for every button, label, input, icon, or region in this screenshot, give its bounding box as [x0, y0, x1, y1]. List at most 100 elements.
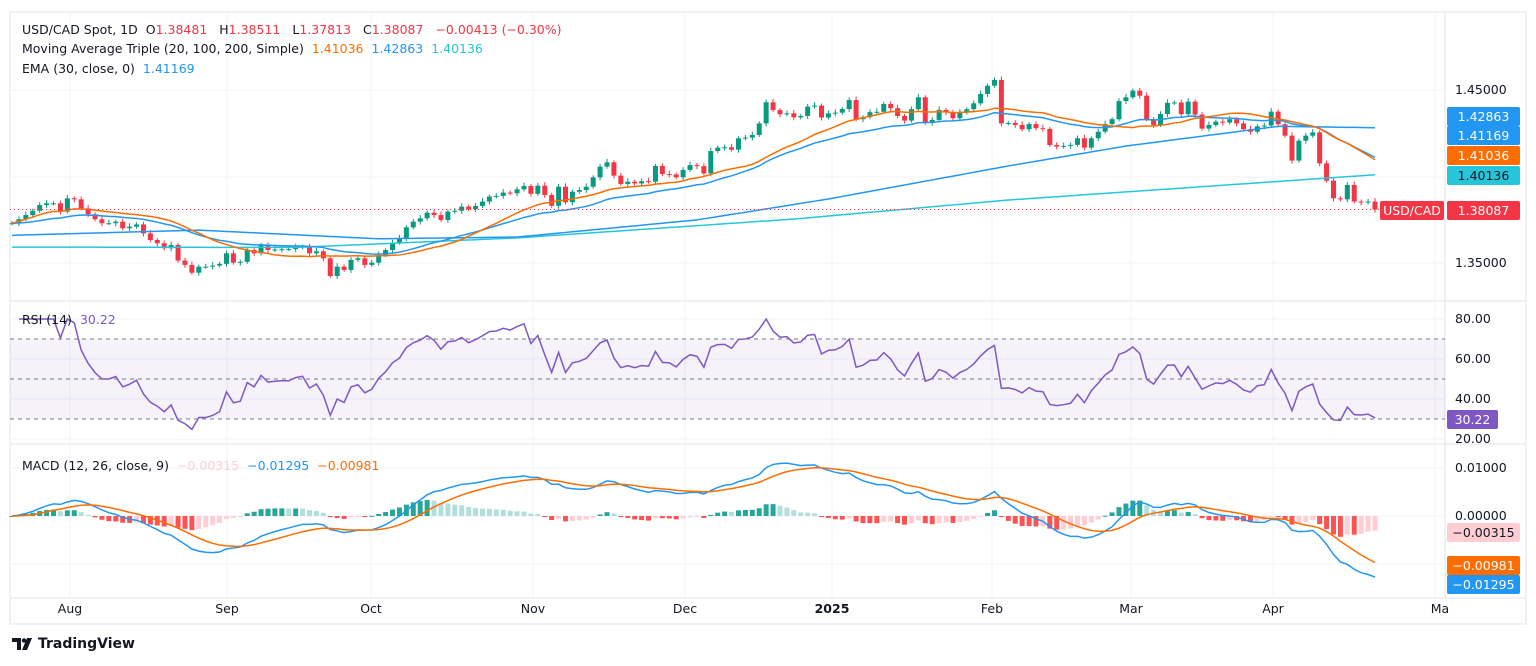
- macd-histogram-bar: [639, 516, 645, 521]
- candle-up: [9, 223, 15, 225]
- candle-down: [611, 162, 617, 176]
- macd-histogram-bar: [1192, 514, 1198, 516]
- macd-histogram-bar: [791, 510, 797, 516]
- candle-down: [1337, 198, 1343, 200]
- macd-histogram-bar: [1130, 500, 1136, 516]
- candle-down: [154, 239, 160, 244]
- candle-down: [320, 251, 326, 259]
- candle-down: [853, 100, 859, 120]
- candle-down: [78, 199, 84, 209]
- macd-histogram-bar: [985, 512, 991, 516]
- macd-histogram-bar: [1171, 510, 1177, 516]
- macd-histogram-bar: [1102, 515, 1108, 517]
- macd-histogram-bar: [327, 516, 333, 518]
- candle-up: [424, 212, 430, 219]
- macd-histogram-bar: [611, 513, 617, 516]
- candle-up: [355, 258, 361, 260]
- candle-up: [30, 210, 36, 216]
- candle-up: [964, 109, 970, 113]
- macd-histogram-bar: [542, 516, 548, 517]
- macd-histogram-bar: [71, 510, 77, 516]
- macd-histogram-bar: [998, 516, 1004, 517]
- candle-down: [1019, 124, 1025, 130]
- macd-histogram-bar: [92, 516, 98, 518]
- macd-histogram-bar: [535, 514, 541, 516]
- macd-histogram-bar: [1074, 516, 1080, 526]
- candle-up: [210, 265, 216, 267]
- candle-up: [134, 224, 140, 227]
- rsi-legend[interactable]: RSI (14) 30.22: [22, 311, 120, 329]
- macd-histogram-bar: [168, 516, 174, 526]
- candle-down: [729, 147, 735, 150]
- tradingview-logo[interactable]: TradingView: [12, 636, 135, 652]
- candle-up: [978, 93, 984, 104]
- macd-legend[interactable]: MACD (12, 26, close, 9) −0.00315 −0.0129…: [22, 457, 383, 475]
- candle-up: [798, 115, 804, 118]
- candle-down: [694, 165, 700, 167]
- time-label: Apr: [1262, 601, 1284, 616]
- price-tick: 1.35000: [1455, 255, 1507, 270]
- macd-histogram-bar: [431, 500, 437, 516]
- macd-histogram-bar: [1213, 516, 1219, 521]
- macd-tick: 0.01000: [1455, 460, 1507, 475]
- macd-histogram-bar: [147, 516, 153, 525]
- candle-up: [383, 250, 389, 256]
- macd-histogram-bar: [182, 516, 188, 529]
- macd-histogram-bar: [1116, 507, 1122, 516]
- macd-histogram-bar: [479, 508, 485, 516]
- macd-histogram-bar: [583, 516, 589, 520]
- candle-down: [507, 192, 513, 194]
- candle-down: [99, 219, 105, 224]
- macd-histogram-bar: [320, 512, 326, 516]
- macd-histogram-bar: [853, 516, 859, 522]
- macd-histogram-bar: [770, 504, 776, 516]
- macd-histogram-bar: [85, 514, 91, 516]
- candle-up: [1116, 101, 1122, 120]
- macd-signal-value: −0.00981: [317, 458, 380, 473]
- macd-histogram-bar: [818, 516, 824, 517]
- macd-histogram-bar: [57, 511, 63, 516]
- candle-up: [1109, 119, 1115, 125]
- candle-down: [1047, 128, 1053, 146]
- candle-up: [348, 259, 354, 270]
- candle-down: [1372, 201, 1378, 210]
- macd-histogram-bar: [459, 505, 465, 516]
- time-label: Mar: [1119, 601, 1143, 616]
- candle-up: [957, 112, 963, 119]
- macd-histogram-bar: [486, 508, 492, 516]
- candle-up: [403, 227, 409, 239]
- candle-up: [908, 109, 914, 121]
- candle-down: [85, 208, 91, 215]
- brand-name: TradingView: [38, 636, 135, 652]
- macd-histogram-bar: [1033, 516, 1039, 527]
- macd-histogram-bar: [735, 510, 741, 516]
- open-value: 1.38481: [155, 22, 208, 37]
- macd-histogram-bar: [563, 516, 569, 522]
- candle-down: [120, 221, 126, 229]
- candle-up: [784, 113, 790, 115]
- candle-down: [1220, 121, 1226, 123]
- candle-down: [1033, 124, 1039, 129]
- candle-up: [1296, 140, 1302, 161]
- candle-up: [929, 119, 935, 123]
- macd-histogram-bar: [424, 499, 430, 516]
- macd-histogram-bar: [78, 512, 84, 516]
- candle-up: [390, 242, 396, 251]
- candle-down: [646, 181, 652, 183]
- ema30-line: [11, 111, 1376, 255]
- candle-down: [1054, 145, 1060, 147]
- candle-down: [1012, 122, 1018, 125]
- sma100-price-tag: 1.42863: [1447, 107, 1520, 126]
- ma-legend[interactable]: Moving Average Triple (20, 100, 200, Sim…: [22, 40, 487, 58]
- chart-frame: [9, 11, 1527, 625]
- ema-legend[interactable]: EMA (30, close, 0) 1.41169: [22, 60, 199, 78]
- candle-up: [915, 97, 921, 110]
- macd-histogram-bar: [348, 516, 354, 518]
- macd-histogram-bar: [1019, 516, 1025, 527]
- high-value: 1.38511: [228, 22, 281, 37]
- candle-down: [673, 174, 679, 178]
- macd-histogram-bar: [971, 516, 977, 519]
- macd-histogram-bar: [286, 508, 292, 516]
- candle-down: [1178, 102, 1184, 115]
